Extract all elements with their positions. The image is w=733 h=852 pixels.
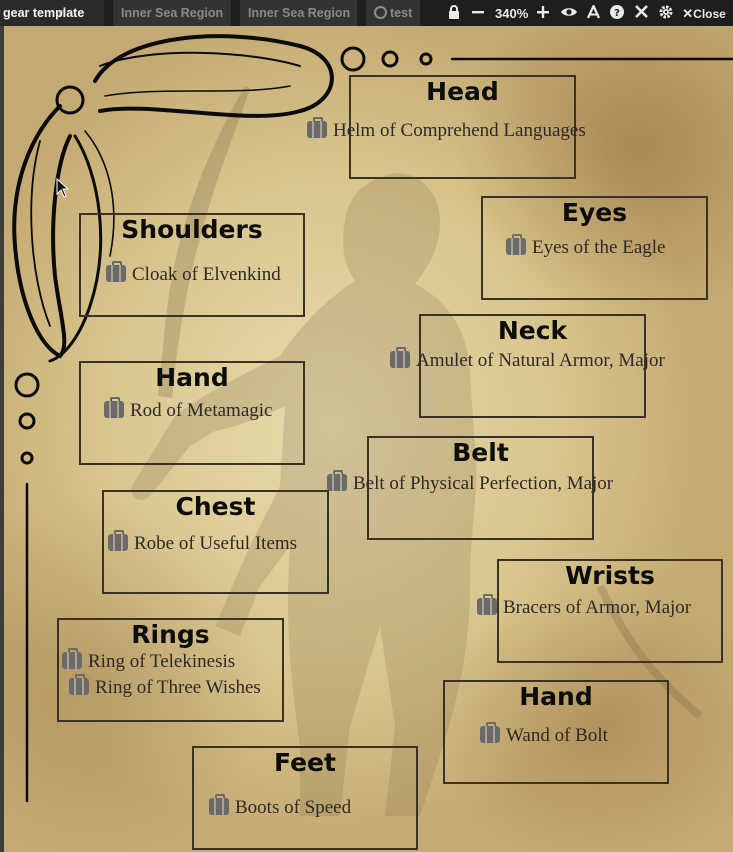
slot-wrists: Wrists: [497, 559, 723, 663]
equipped-item[interactable]: Ring of Three Wishes: [69, 674, 261, 699]
slot-title: Belt: [452, 438, 509, 467]
equipped-item[interactable]: Amulet of Natural Armor, Major: [390, 347, 665, 372]
slot-frame: [192, 746, 418, 850]
character-silhouette-art: [12, 34, 733, 817]
item-bag-icon: [209, 794, 229, 815]
slot-title: Hand: [519, 682, 593, 711]
tab-label: Inner Sea Region: [248, 6, 351, 20]
equipped-item[interactable]: Robe of Useful Items: [108, 530, 298, 555]
slot-eyes: Eyes: [481, 196, 708, 300]
equipped-item[interactable]: Cloak of Elvenkind: [106, 261, 281, 286]
slot-title: Shoulders: [121, 215, 263, 244]
slot-title: Eyes: [561, 198, 628, 227]
window-left-edge: [0, 26, 4, 852]
slot-feet: Feet: [192, 746, 418, 850]
item-label: Belt of Physical Perfection, Major: [353, 473, 614, 494]
help-icon[interactable]: ?: [610, 4, 625, 22]
item-label: Bracers of Armor, Major: [503, 597, 692, 618]
slot-hand-left: Hand: [79, 361, 305, 465]
item-label: Amulet of Natural Armor, Major: [416, 350, 665, 371]
slot-belt: Belt: [367, 436, 594, 540]
item-label: Wand of Bolt: [506, 725, 608, 746]
tab-label: test: [390, 6, 413, 20]
item-bag-icon: [69, 674, 89, 695]
item-label: Cloak of Elvenkind: [132, 264, 281, 285]
slot-frame: [57, 618, 284, 722]
font-icon[interactable]: [587, 2, 601, 22]
window-tab-bar: n gear template Inner Sea Region Inner S…: [0, 0, 733, 26]
item-bag-icon: [106, 261, 126, 282]
item-bag-icon: [480, 722, 500, 743]
eye-icon[interactable]: [561, 5, 578, 22]
equipped-item[interactable]: Belt of Physical Perfection, Major: [327, 470, 614, 495]
item-bag-icon: [104, 397, 124, 418]
slot-head: Head: [349, 75, 576, 179]
slot-frame: [443, 680, 669, 784]
tab-label: gear template: [3, 6, 85, 20]
item-label: Eyes of the Eagle: [532, 237, 666, 258]
item-label: Rod of Metamagic: [130, 400, 273, 421]
character-sheet: Head Helm of Comprehend Languages Eyes E…: [0, 26, 733, 852]
slot-chest: Chest: [102, 490, 329, 594]
equipped-item[interactable]: Boots of Speed: [209, 794, 352, 819]
slot-title: Wrists: [565, 561, 655, 590]
equipped-item[interactable]: Bracers of Armor, Major: [477, 594, 692, 619]
plus-icon[interactable]: [537, 5, 550, 22]
slot-title: Head: [426, 77, 499, 106]
slot-title: Chest: [175, 492, 256, 521]
tab-hidden-label: n: [58, 6, 66, 20]
close-button[interactable]: ✕Close: [682, 5, 726, 22]
tab-label: Inner Sea Region: [121, 6, 224, 20]
minus-icon[interactable]: [472, 5, 484, 22]
lock-icon[interactable]: [448, 4, 460, 22]
mouse-cursor-icon: [56, 178, 68, 198]
equipped-item[interactable]: Helm of Comprehend Languages: [307, 117, 586, 142]
tab-inner-sea-region-1[interactable]: Inner Sea Region: [113, 0, 231, 26]
equipped-item[interactable]: Eyes of the Eagle: [506, 234, 666, 259]
tab-inner-sea-region-2[interactable]: Inner Sea Region: [240, 0, 357, 26]
tab-test[interactable]: test: [366, 0, 420, 26]
slot-hand-right: Hand: [443, 680, 669, 784]
tab-gear-template[interactable]: n gear template: [0, 0, 104, 26]
close-label: Close: [693, 6, 726, 21]
equipped-item[interactable]: Wand of Bolt: [480, 722, 608, 747]
slot-neck: Neck: [419, 314, 646, 418]
slot-frame: [79, 213, 305, 317]
item-bag-icon: [307, 117, 327, 138]
gear-icon[interactable]: [659, 5, 673, 22]
item-label: Boots of Speed: [235, 797, 352, 818]
item-bag-icon: [62, 648, 82, 669]
item-bag-icon: [327, 470, 347, 491]
slot-title: Rings: [131, 620, 210, 649]
slot-title: Neck: [497, 316, 568, 345]
slot-frame: [367, 436, 594, 540]
slot-title: Hand: [155, 363, 229, 392]
item-label: Helm of Comprehend Languages: [333, 120, 586, 141]
slot-frame: [497, 559, 723, 663]
item-label: Ring of Telekinesis: [88, 651, 236, 672]
equipped-item[interactable]: Ring of Telekinesis: [62, 648, 236, 673]
wrench-icon[interactable]: [634, 4, 649, 22]
item-bag-icon: [390, 347, 410, 368]
item-label: Robe of Useful Items: [134, 533, 298, 554]
slot-shoulders: Shoulders: [79, 213, 305, 317]
svg-text:?: ?: [614, 8, 620, 19]
slot-title: Feet: [274, 748, 336, 777]
close-icon: ✕: [682, 5, 694, 21]
item-bag-icon: [506, 234, 526, 255]
item-label: Ring of Three Wishes: [95, 677, 261, 698]
target-icon: [374, 6, 387, 19]
slot-rings: Rings: [57, 618, 284, 722]
slot-frame: [349, 75, 576, 179]
toolbar: 340% ? ✕Close: [448, 0, 726, 26]
item-bag-icon: [477, 594, 497, 615]
slot-frame: [419, 314, 646, 418]
slot-frame: [102, 490, 329, 594]
zoom-level: 340%: [495, 5, 529, 21]
equipped-item[interactable]: Rod of Metamagic: [104, 397, 273, 422]
slot-frame: [481, 196, 708, 300]
slot-frame: [79, 361, 305, 465]
item-bag-icon: [108, 530, 128, 551]
